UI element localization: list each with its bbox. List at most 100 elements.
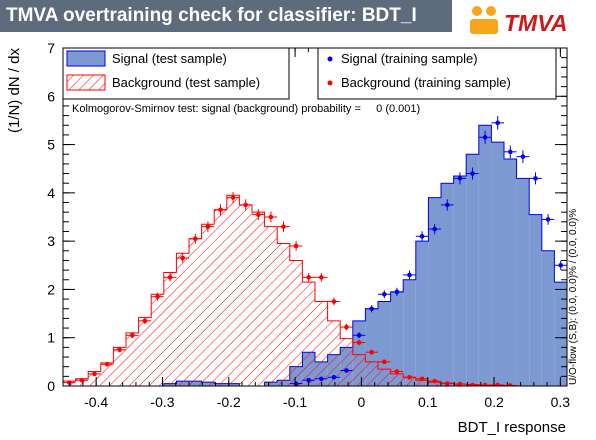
signal-train-point: [470, 171, 475, 176]
background-test-bar: [315, 301, 328, 386]
background-test-bar: [352, 354, 366, 386]
background-train-point: [92, 371, 97, 377]
background-train-point: [230, 195, 236, 200]
background-train-point: [293, 243, 299, 249]
signal-train-point: [319, 376, 324, 382]
background-train-point: [193, 236, 198, 242]
background-train-point: [255, 212, 261, 217]
signal-train-point: [457, 176, 463, 181]
background-train-point: [482, 382, 488, 386]
background-test-bar: [163, 272, 177, 386]
signal-train-point: [394, 289, 400, 295]
legend-background-train-marker: [327, 80, 333, 86]
background-train-point: [142, 318, 148, 324]
signal-train-point: [445, 202, 450, 208]
background-train-point: [508, 383, 513, 386]
signal-test-bar: [504, 159, 517, 386]
background-test-bar: [226, 195, 240, 386]
background-train-point: [155, 294, 160, 299]
signal-train-point: [495, 120, 501, 126]
x-tick-label: 0.1: [418, 394, 438, 410]
background-test-bar: [126, 332, 139, 386]
x-tick-label: 0.2: [484, 394, 504, 410]
background-train-point: [167, 275, 173, 280]
background-train-point: [394, 369, 400, 374]
background-train-point: [306, 275, 312, 280]
y-tick-label: 5: [47, 137, 55, 153]
y-tick-label: 0: [47, 378, 55, 394]
background-train-point: [117, 347, 122, 353]
background-train-point: [470, 382, 475, 386]
background-test-bar: [189, 238, 202, 386]
signal-test-bar: [415, 241, 429, 386]
signal-test-bar: [466, 154, 479, 386]
background-train-point: [104, 361, 110, 367]
x-tick-label: 0.3: [551, 394, 571, 410]
background-test-bar: [264, 226, 278, 386]
signal-test-bar: [529, 214, 542, 386]
overflow-text: U/O-flow (S,B): (0.0, 0.0)% / (0.0, 0.0)…: [568, 209, 579, 385]
background-train-point: [281, 224, 286, 229]
background-train-point: [432, 378, 438, 384]
legend-background-test-swatch: [66, 74, 106, 91]
background-train-point: [495, 382, 500, 386]
y-tick-label: 2: [47, 281, 55, 297]
background-test-bar: [100, 362, 114, 386]
tmva-logo: TMVA: [470, 6, 567, 36]
signal-test-bar: [378, 301, 391, 386]
signal-train-point: [584, 345, 589, 350]
background-test-bar: [327, 320, 341, 386]
x-tick-label: -0.3: [150, 394, 174, 410]
background-test-bar: [415, 380, 429, 386]
background-test-bar: [378, 369, 391, 386]
signal-train-point: [344, 368, 349, 373]
y-tick-label: 7: [47, 40, 55, 56]
x-tick-label: -0.2: [217, 394, 241, 410]
signal-train-point: [558, 262, 563, 268]
signal-test-bar: [428, 197, 441, 386]
background-test-bar: [151, 294, 164, 386]
signal-train-point: [482, 135, 488, 140]
background-test-bar: [239, 204, 252, 386]
background-test-bar: [365, 361, 378, 386]
background-train-point: [356, 340, 362, 345]
background-test-bar: [289, 260, 303, 386]
signal-test-bar: [554, 282, 567, 386]
background-test-bar: [252, 212, 265, 386]
signal-test-bar: [541, 250, 555, 386]
signal-train-point: [356, 333, 362, 338]
background-train-point: [445, 381, 450, 386]
background-train-point: [369, 349, 375, 355]
background-train-point: [407, 375, 412, 380]
legend-signal-train-label: Signal (training sample): [341, 51, 478, 66]
y-axis-label: (1/N) dN / dx: [6, 48, 23, 134]
background-train-point: [243, 202, 248, 208]
legend-signal-train-marker: [327, 56, 333, 62]
legend-background-train-label: Background (training sample): [341, 75, 511, 90]
x-tick-label: -0.4: [84, 394, 108, 410]
background-train-point: [218, 207, 223, 213]
y-tick-label: 4: [47, 185, 55, 201]
background-train-point: [419, 376, 425, 382]
background-test-bar: [113, 347, 126, 386]
background-test-bar: [428, 382, 441, 386]
background-train-point: [344, 324, 349, 330]
y-tick-label: 3: [47, 233, 55, 249]
background-train-point: [457, 381, 463, 386]
y-tick-label: 6: [47, 88, 55, 104]
y-tick-label: 1: [47, 330, 55, 346]
background-train-point: [319, 275, 324, 280]
background-train-point: [331, 299, 337, 304]
background-test-bar: [277, 243, 290, 386]
signal-test-bar: [516, 178, 530, 386]
background-test-bar: [214, 209, 227, 386]
background-test-bar: [88, 371, 101, 386]
background-test-bar: [201, 224, 215, 386]
signal-train-point: [533, 176, 538, 181]
legend-background-test-label: Background (test sample): [112, 75, 260, 90]
signal-train-point: [293, 381, 299, 386]
background-train-point: [382, 359, 387, 365]
background-train-point: [268, 214, 274, 220]
signal-train-point: [520, 154, 526, 159]
signal-test-bar: [441, 183, 454, 386]
